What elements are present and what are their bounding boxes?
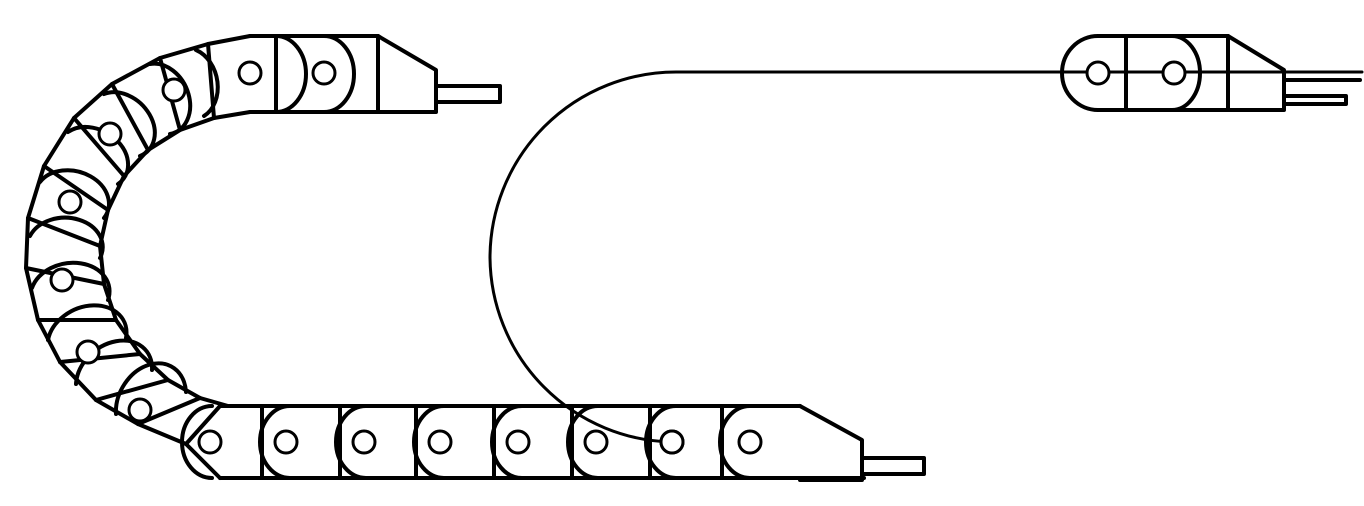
link-pin xyxy=(737,429,763,455)
schematic-end-links xyxy=(1060,34,1362,112)
link-pin xyxy=(127,397,153,423)
link-pin xyxy=(273,429,299,455)
link-pin xyxy=(583,429,609,455)
bottom-straight-links xyxy=(180,404,866,480)
top-end-bracket xyxy=(376,34,502,114)
link-pin xyxy=(237,60,263,86)
neutral-line xyxy=(488,70,1364,444)
link-pin xyxy=(97,121,123,147)
link-pin xyxy=(351,429,377,455)
link-pin xyxy=(161,77,187,103)
link-pin xyxy=(1085,60,1111,86)
bend-path-schematic xyxy=(488,34,1364,455)
path-end-pin xyxy=(659,429,685,455)
link-pin xyxy=(197,429,223,455)
link-pin xyxy=(311,60,337,86)
link-pin xyxy=(57,189,83,215)
bend-links xyxy=(24,34,252,480)
chain-assembly xyxy=(24,34,926,482)
top-straight-links xyxy=(237,34,380,114)
link-pin xyxy=(49,267,75,293)
bottom-end-bracket xyxy=(798,404,926,482)
link-pin xyxy=(75,339,101,365)
link-pin xyxy=(1161,60,1187,86)
link-pin xyxy=(427,429,453,455)
link-pin xyxy=(505,429,531,455)
